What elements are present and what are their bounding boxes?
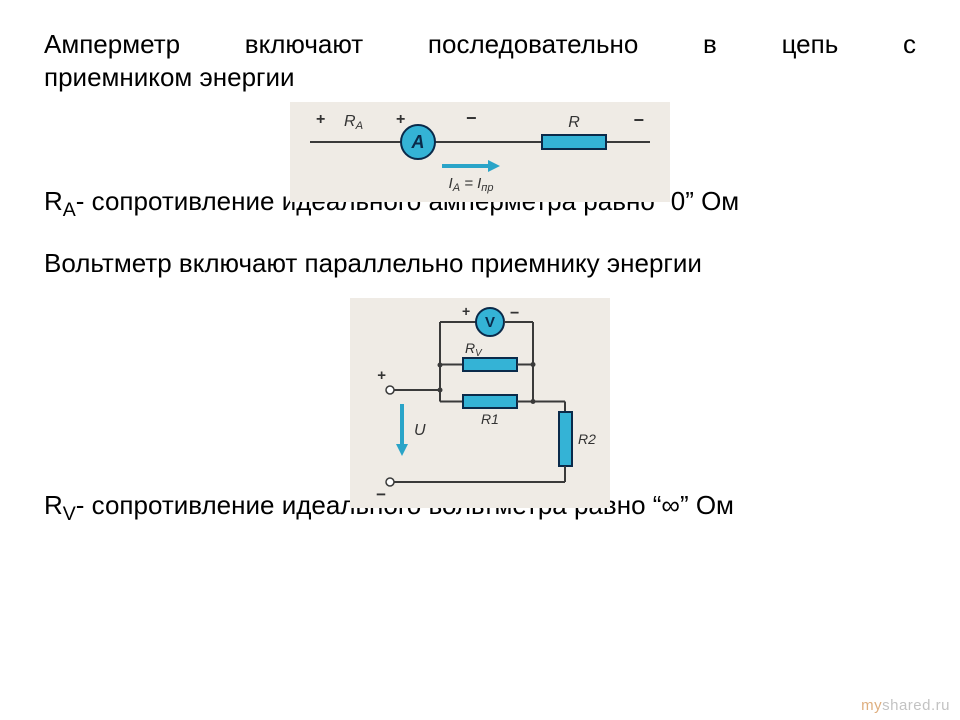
svg-text:+: +: [462, 303, 470, 319]
page: Амперметр включают последовательно в цеп…: [0, 0, 960, 720]
svg-text:R1: R1: [481, 411, 499, 427]
svg-text:−: −: [466, 108, 477, 128]
watermark: myshared.ru: [861, 697, 950, 714]
watermark-rest: shared.ru: [882, 697, 950, 714]
svg-text:R: R: [568, 114, 580, 131]
svg-text:−: −: [376, 485, 386, 504]
voltmeter-circuit-svg: +−V+−RVR1R2U: [350, 298, 610, 508]
svg-text:+: +: [396, 111, 405, 128]
svg-text:V: V: [485, 314, 495, 331]
p2-sub: A: [63, 199, 76, 221]
svg-text:U: U: [414, 422, 426, 439]
svg-text:R2: R2: [578, 431, 596, 447]
p1-line2: приемником энергии: [44, 61, 916, 94]
svg-text:A: A: [411, 132, 425, 152]
svg-text:−: −: [510, 305, 519, 322]
p1-line1: Амперметр включают последовательно в цеп…: [44, 28, 916, 61]
ammeter-circuit-svg: A+−R+RA−IA = Iпр: [290, 102, 670, 202]
svg-text:+: +: [377, 367, 386, 384]
watermark-my: my: [861, 697, 882, 714]
svg-text:+: +: [316, 111, 325, 128]
p3: Вольтметр включают параллельно приемнику…: [44, 247, 916, 280]
svg-text:−: −: [633, 110, 644, 130]
diagram-ammeter: A+−R+RA−IA = Iпр: [0, 102, 960, 202]
diagram-voltmeter: +−V+−RVR1R2U: [0, 298, 960, 508]
